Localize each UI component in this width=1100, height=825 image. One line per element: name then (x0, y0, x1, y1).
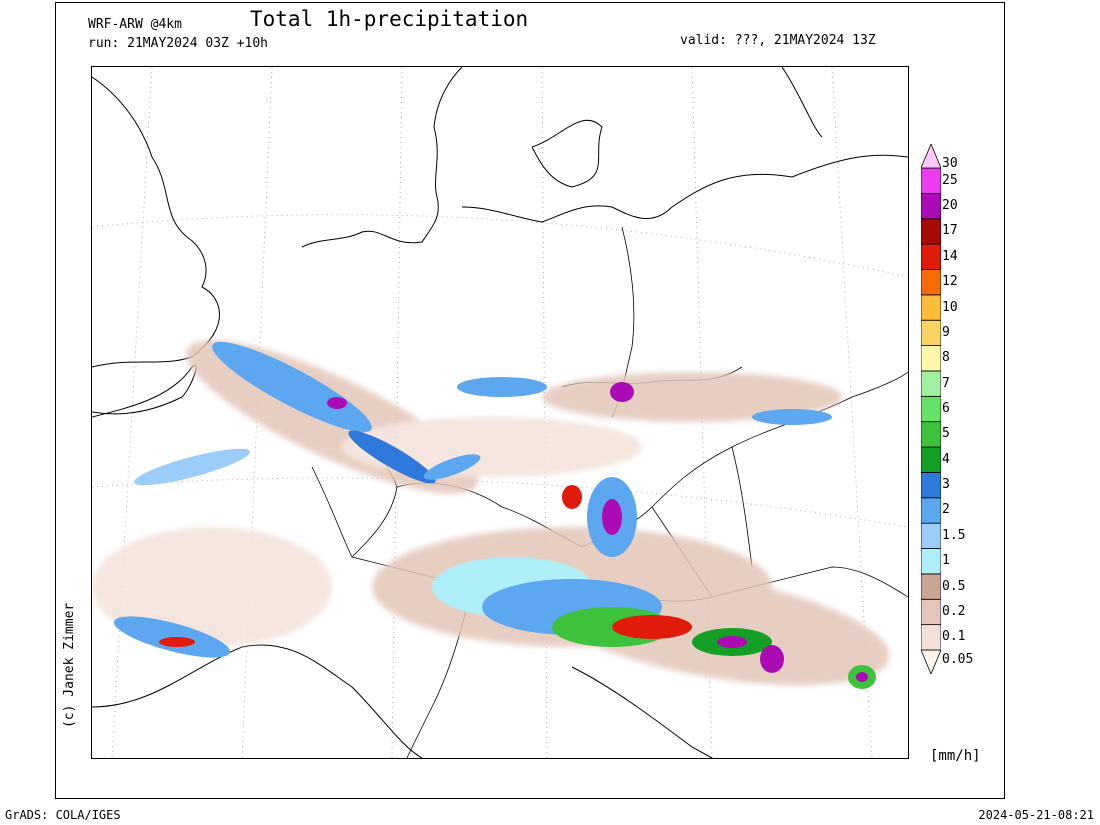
legend-swatch-0.5 (920, 573, 942, 600)
legend-swatch-1 (920, 548, 942, 575)
legend-swatch-6 (920, 395, 942, 423)
map-canvas (92, 67, 908, 758)
legend-swatch-14 (920, 243, 942, 270)
legend-level-label: 7 (942, 375, 950, 391)
map-title: Total 1h-precipitation (250, 7, 529, 31)
legend-level-label: 20 (942, 198, 958, 214)
precipitation-field (92, 340, 890, 689)
legend-level-label: 12 (942, 274, 958, 290)
legend-level-label: 5 (942, 426, 950, 442)
legend-level-label: 6 (942, 401, 950, 416)
valid-time-label: valid: ???, 21MAY2024 13Z (680, 33, 876, 48)
legend-level-label: 4 (942, 451, 950, 467)
legend-swatch-0.05 (920, 649, 942, 676)
legend-swatch-5 (920, 421, 942, 448)
legend-swatch-8 (920, 345, 942, 372)
legend-swatch-2 (920, 497, 942, 524)
legend-level-label: 1 (942, 553, 950, 569)
legend-swatch-20 (920, 192, 942, 220)
legend-swatch-10 (920, 294, 942, 321)
legend-swatch-7 (920, 370, 942, 397)
color-legend (920, 142, 942, 676)
legend-level-label: 25 (942, 172, 958, 188)
legend-level-label: 0.1 (942, 629, 966, 645)
legend-level-label: 0.2 (942, 603, 966, 619)
legend-swatch-17 (920, 218, 942, 245)
credit-label: (c) Janek Zimmer (62, 602, 77, 728)
color-legend-bar (920, 142, 942, 676)
legend-level-label: 0.05 (942, 652, 974, 667)
legend-swatch-9 (920, 319, 942, 346)
legend-swatch-30 (920, 142, 942, 169)
legend-swatch-0.1 (920, 624, 942, 651)
legend-level-label: 10 (942, 299, 958, 315)
legend-level-label: 30 (942, 156, 958, 171)
legend-level-label: 2 (942, 502, 950, 518)
coastlines (92, 67, 908, 758)
legend-level-label: 3 (942, 477, 950, 493)
legend-swatch-3 (920, 472, 942, 499)
legend-swatch-4 (920, 446, 942, 473)
legend-level-label: 17 (942, 223, 958, 239)
legend-swatch-12 (920, 269, 942, 296)
figure-frame (55, 2, 1005, 799)
legend-level-label: 1.5 (942, 527, 966, 543)
legend-level-label: 0.5 (942, 578, 966, 594)
legend-level-label: 9 (942, 324, 950, 340)
run-label: run: 21MAY2024 03Z +10h (88, 36, 269, 51)
units-label: [mm/h] (930, 748, 981, 764)
model-label: WRF-ARW @4km (88, 17, 182, 32)
software-credit: GrADS: COLA/IGES (5, 808, 121, 822)
legend-level-label: 14 (942, 248, 958, 264)
precipitation-map (91, 66, 909, 759)
legend-level-label: 8 (942, 350, 950, 366)
legend-swatch-1.5 (920, 522, 942, 549)
generation-timestamp: 2024-05-21-08:21 (978, 808, 1094, 822)
legend-swatch-0.2 (920, 598, 942, 626)
legend-swatch-25 (920, 167, 942, 194)
